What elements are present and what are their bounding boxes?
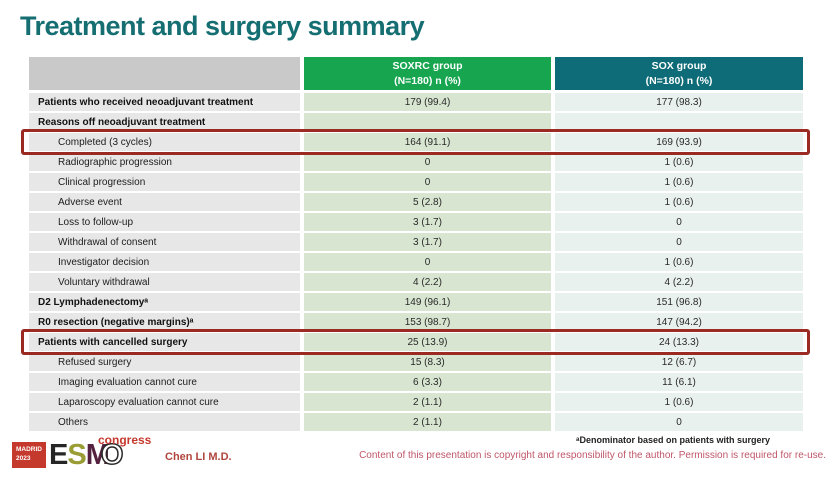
row-label: Patients with cancelled surgery	[29, 333, 300, 351]
row-label: Others	[29, 413, 300, 431]
soxrc-value: 6 (3.3)	[304, 373, 551, 391]
sox-value: 12 (6.7)	[555, 353, 803, 371]
sox-value	[555, 113, 803, 131]
soxrc-value	[304, 113, 551, 131]
sox-value: 0	[555, 213, 803, 231]
table-header-row: SOXRC group (N=180) n (%) SOX group (N=1…	[29, 57, 803, 90]
sox-value: 1 (0.6)	[555, 253, 803, 271]
sox-value: 1 (0.6)	[555, 193, 803, 211]
soxrc-value: 153 (98.7)	[304, 313, 551, 331]
row-label: Laparoscopy evaluation cannot cure	[29, 393, 300, 411]
table-row: R0 resection (negative margins)ᵃ 153 (98…	[29, 313, 803, 331]
congress-label: congress	[98, 433, 152, 447]
sox-value: 177 (98.3)	[555, 93, 803, 111]
footnote-denominator: ᵃDenominator based on patients with surg…	[576, 435, 770, 445]
soxrc-value: 164 (91.1)	[304, 133, 551, 151]
soxrc-value: 25 (13.9)	[304, 333, 551, 351]
header-cell-soxrc-group: SOXRC group (N=180) n (%)	[304, 57, 551, 90]
sox-value: 169 (93.9)	[555, 133, 803, 151]
soxrc-value: 3 (1.7)	[304, 233, 551, 251]
row-label: R0 resection (negative margins)ᵃ	[29, 313, 300, 331]
soxrc-value: 179 (99.4)	[304, 93, 551, 111]
soxrc-value: 5 (2.8)	[304, 193, 551, 211]
soxrc-value: 4 (2.2)	[304, 273, 551, 291]
row-label: Patients who received neoadjuvant treatm…	[29, 93, 300, 111]
table-row-highlighted: Completed (3 cycles) 164 (91.1) 169 (93.…	[29, 133, 803, 151]
soxrc-value: 0	[304, 253, 551, 271]
sox-value: 151 (96.8)	[555, 293, 803, 311]
soxrc-value: 15 (8.3)	[304, 353, 551, 371]
row-label: Withdrawal of consent	[29, 233, 300, 251]
table-row: Voluntary withdrawal 4 (2.2) 4 (2.2)	[29, 273, 803, 291]
sox-value: 1 (0.6)	[555, 153, 803, 171]
row-label: Investigator decision	[29, 253, 300, 271]
madrid-2023-badge: MADRID 2023	[12, 442, 46, 468]
sox-value: 24 (13.3)	[555, 333, 803, 351]
row-label: Reasons off neoadjuvant treatment	[29, 113, 300, 131]
table-row: Imaging evaluation cannot cure 6 (3.3) 1…	[29, 373, 803, 391]
esmo-congress-logo: MADRID 2023 E S M O congress	[12, 433, 151, 473]
sox-value: 4 (2.2)	[555, 273, 803, 291]
table-row: Radiographic progression 0 1 (0.6)	[29, 153, 803, 171]
esmo-letter-e: E	[49, 438, 68, 471]
sox-value: 1 (0.6)	[555, 393, 803, 411]
row-label: Completed (3 cycles)	[29, 133, 300, 151]
row-label: Imaging evaluation cannot cure	[29, 373, 300, 391]
table-row: Clinical progression 0 1 (0.6)	[29, 173, 803, 191]
table-row: Refused surgery 15 (8.3) 12 (6.7)	[29, 353, 803, 371]
row-label: Radiographic progression	[29, 153, 300, 171]
table-row: Reasons off neoadjuvant treatment	[29, 113, 803, 131]
table-row-highlighted: Patients with cancelled surgery 25 (13.9…	[29, 333, 803, 351]
esmo-letter-o: O	[100, 438, 124, 471]
row-label: D2 Lymphadenectomyᵃ	[29, 293, 300, 311]
row-label: Loss to follow-up	[29, 213, 300, 231]
soxrc-value: 2 (1.1)	[304, 393, 551, 411]
table-row: Others 2 (1.1) 0	[29, 413, 803, 431]
soxrc-value: 2 (1.1)	[304, 413, 551, 431]
esmo-wordmark: E S M O	[49, 438, 124, 471]
table-row: Patients who received neoadjuvant treatm…	[29, 93, 803, 111]
sox-value: 0	[555, 413, 803, 431]
summary-table: SOXRC group (N=180) n (%) SOX group (N=1…	[21, 57, 810, 433]
table-row: Loss to follow-up 3 (1.7) 0	[29, 213, 803, 231]
soxrc-value: 0	[304, 153, 551, 171]
soxrc-value: 3 (1.7)	[304, 213, 551, 231]
row-label: Clinical progression	[29, 173, 300, 191]
sox-value: 11 (6.1)	[555, 373, 803, 391]
header-cell-sox-group: SOX group (N=180) n (%)	[555, 57, 803, 90]
esmo-letter-s: S	[67, 438, 86, 471]
table-row: Adverse event 5 (2.8) 1 (0.6)	[29, 193, 803, 211]
header-cell-empty	[29, 57, 300, 90]
copyright-notice: Content of this presentation is copyrigh…	[359, 450, 826, 461]
esmo-letter-m: M	[85, 438, 110, 471]
soxrc-value: 0	[304, 173, 551, 191]
soxrc-value: 149 (96.1)	[304, 293, 551, 311]
sox-value: 0	[555, 233, 803, 251]
table-row: D2 Lymphadenectomyᵃ 149 (96.1) 151 (96.8…	[29, 293, 803, 311]
sox-value: 1 (0.6)	[555, 173, 803, 191]
row-label: Voluntary withdrawal	[29, 273, 300, 291]
table-row: Laparoscopy evaluation cannot cure 2 (1.…	[29, 393, 803, 411]
page-title: Treatment and surgery summary	[20, 11, 425, 41]
table-row: Investigator decision 0 1 (0.6)	[29, 253, 803, 271]
row-label: Refused surgery	[29, 353, 300, 371]
row-label: Adverse event	[29, 193, 300, 211]
table-row: Withdrawal of consent 3 (1.7) 0	[29, 233, 803, 251]
sox-value: 147 (94.2)	[555, 313, 803, 331]
author-name: Chen LI M.D.	[165, 451, 232, 463]
